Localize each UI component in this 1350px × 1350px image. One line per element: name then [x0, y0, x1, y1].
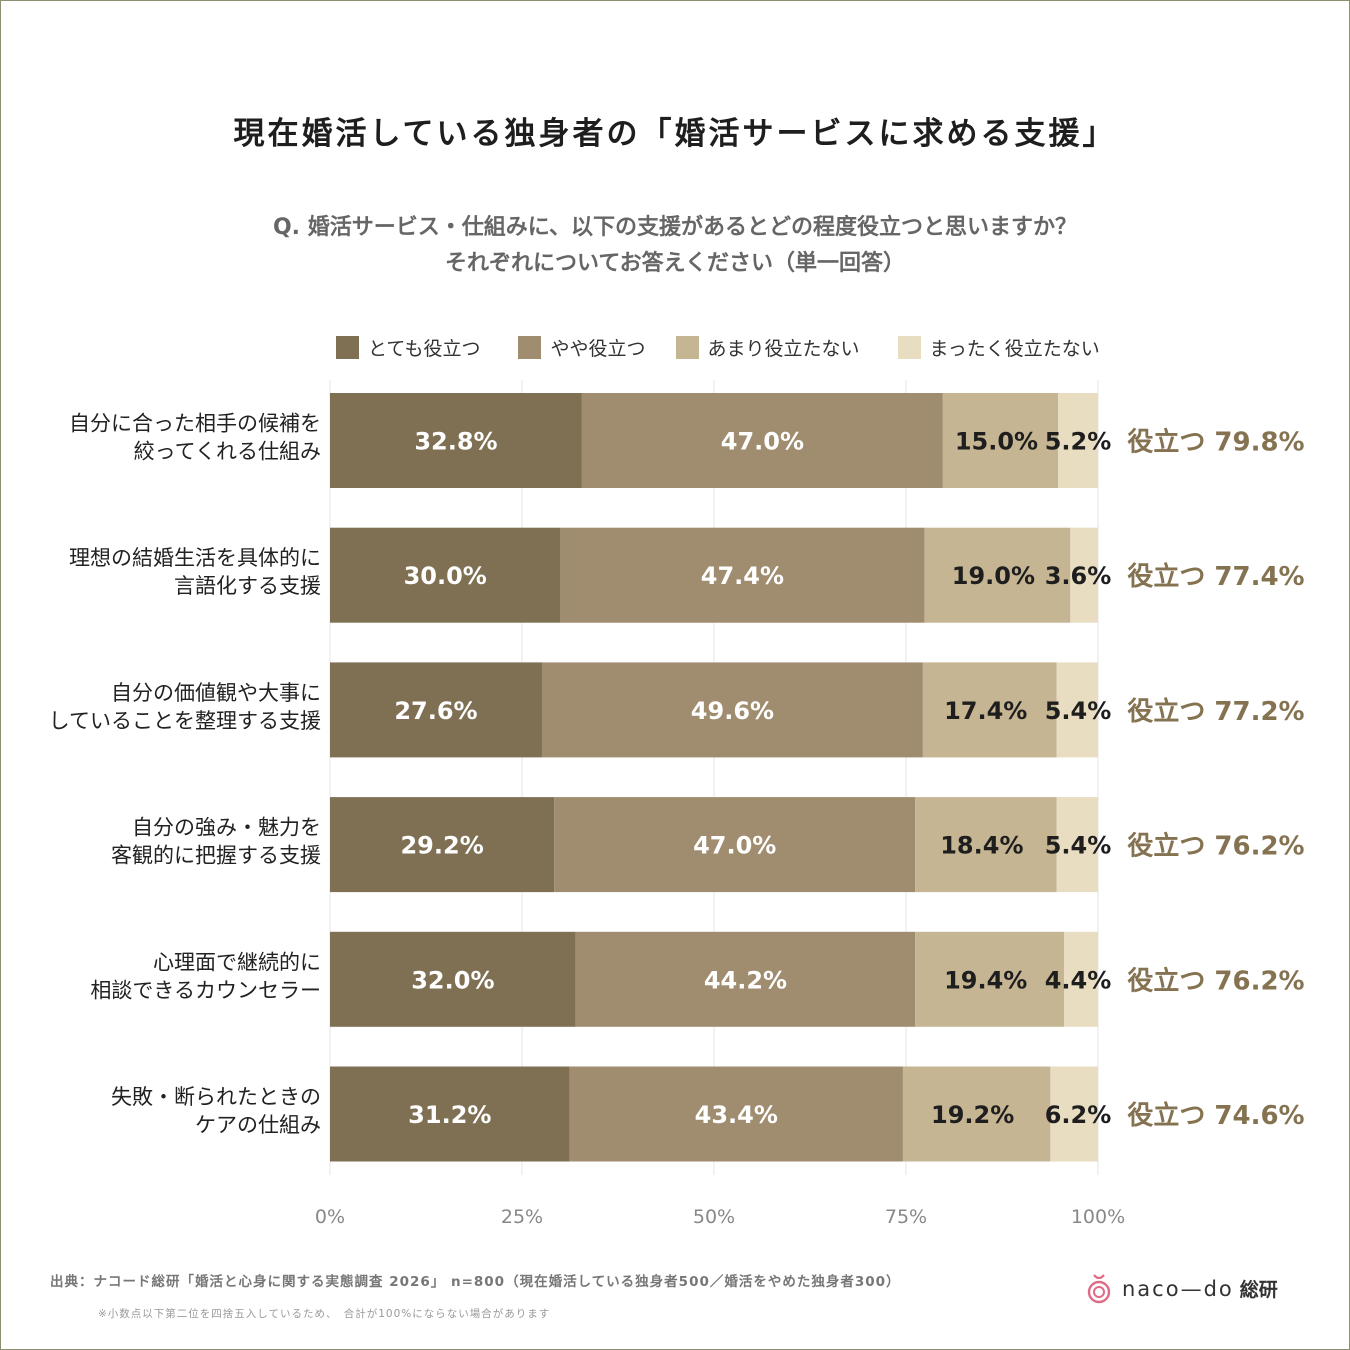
bar-segment: [915, 797, 1057, 893]
data-label: 31.2%: [408, 1101, 491, 1129]
category-label: 自分の強み・魅力を: [132, 816, 321, 840]
total-label: 役立つ 74.6%: [1127, 1100, 1304, 1131]
bar-segment: [1064, 931, 1098, 1027]
data-label: 27.6%: [394, 697, 477, 725]
logo-name: naco—do: [1122, 1276, 1234, 1301]
legend-item-not-useful: まったく役立たない: [897, 334, 1100, 361]
legend-swatch-not-useful: [897, 335, 921, 359]
data-label: 47.0%: [693, 832, 776, 860]
source-citation: 出典：ナコード総研「婚活と心身に関する実態調査 2026」 n=800（現在婚活…: [50, 1274, 901, 1290]
data-label: 29.2%: [400, 832, 483, 860]
question-line-1: Q. 婚活サービス・仕組みに、以下の支援があるとどの程度役立つと思いますか？: [272, 215, 1078, 240]
x-tick-label: 75%: [885, 1206, 927, 1228]
legend-item-somewhat-useful: やや役立つ: [518, 334, 646, 361]
bar-segment: [1070, 527, 1098, 623]
legend-swatch-somewhat-useful: [518, 335, 542, 359]
logo: naco—do 総研: [1086, 1270, 1278, 1306]
bar-segment: [330, 527, 561, 623]
question-text: Q. 婚活サービス・仕組みに、以下の支援があるとどの程度役立つと思いますか？ そ…: [0, 210, 1350, 282]
data-label: 5.2%: [1045, 428, 1112, 456]
data-label: 17.4%: [944, 697, 1027, 725]
chart-title: 現在婚活している独身者の「婚活サービスに求める支援」: [233, 116, 1117, 152]
total-label: 役立つ 76.2%: [1127, 831, 1304, 862]
bar-segment: [1056, 662, 1098, 758]
bar-segment: [924, 527, 1071, 623]
bar-segment: [330, 1066, 570, 1162]
data-label: 5.4%: [1045, 697, 1112, 725]
legend-label: あまり役立たない: [707, 337, 860, 360]
bar-segment: [902, 1066, 1051, 1162]
data-label: 18.4%: [940, 832, 1023, 860]
data-label: 44.2%: [704, 966, 787, 994]
data-label: 49.6%: [691, 697, 774, 725]
bar-segment: [1056, 797, 1098, 893]
data-label: 19.4%: [944, 966, 1027, 994]
bar-segment: [330, 393, 582, 488]
total-label: 役立つ 77.4%: [1127, 561, 1304, 592]
bar-segment: [942, 393, 1059, 488]
bar-segment: [915, 931, 1065, 1027]
category-label: 自分に合った相手の候補を: [69, 412, 321, 436]
data-label: 4.4%: [1045, 966, 1112, 994]
category-label: ケアの仕組み: [195, 1113, 321, 1137]
data-label: 19.0%: [952, 562, 1035, 590]
legend: とても役立つ やや役立つ あまり役立たない まったく役立たない: [336, 334, 1138, 360]
legend-label: とても役立つ: [368, 337, 481, 360]
data-label: 5.4%: [1045, 832, 1112, 860]
data-label: 47.0%: [721, 428, 804, 456]
logo-text: naco—do 総研: [1122, 1275, 1278, 1302]
bar-segment: [560, 527, 925, 623]
question-line-2: それぞれについてお答えください（単一回答）: [444, 251, 906, 276]
legend-swatch-very-useful: [336, 335, 359, 359]
bar-segment: [581, 393, 943, 488]
bar-segment: [330, 931, 576, 1027]
bar-segment: [575, 931, 916, 1027]
category-label: 客観的に把握する支援: [111, 844, 321, 868]
bar-segment: [554, 797, 916, 893]
category-label: 言語化する支援: [174, 574, 321, 598]
category-label: 相談できるカウンセラー: [90, 978, 321, 1002]
legend-item-not-very-useful: あまり役立たない: [675, 334, 860, 361]
total-label: 役立つ 77.2%: [1127, 696, 1304, 727]
x-tick-label: 50%: [693, 1206, 735, 1228]
x-tick-label: 25%: [501, 1206, 543, 1228]
data-label: 6.2%: [1045, 1101, 1112, 1129]
legend-label: まったく役立たない: [929, 337, 1100, 360]
category-label: 自分の価値観や大事に: [111, 681, 321, 705]
logo-suffix: 総研: [1239, 1278, 1278, 1301]
data-label: 30.0%: [404, 562, 487, 590]
category-label: していることを整理する支援: [49, 709, 321, 733]
data-label: 19.2%: [931, 1101, 1014, 1129]
data-label: 3.6%: [1045, 562, 1112, 590]
bar-segment: [541, 662, 923, 758]
legend-item-very-useful: とても役立つ: [336, 334, 480, 361]
x-tick-label: 0%: [315, 1206, 345, 1228]
category-label: 失敗・断られたときの: [111, 1085, 321, 1109]
category-label: 絞ってくれる仕組み: [134, 440, 321, 464]
category-label: 心理面で継続的に: [153, 950, 321, 974]
data-label: 43.4%: [695, 1101, 778, 1129]
rounding-note: ※小数点以下第二位を四捨五入しているため、 合計が100%にならない場合がありま…: [98, 1308, 551, 1320]
bar-segment: [330, 797, 555, 893]
bar-segment: [330, 662, 542, 758]
total-label: 役立つ 79.8%: [1127, 427, 1304, 458]
legend-label: やや役立つ: [550, 337, 646, 360]
x-tick-label: 100%: [1071, 1206, 1125, 1228]
bar-segment: [1058, 393, 1098, 488]
category-label: 理想の結婚生活を具体的に: [69, 546, 321, 570]
bar-segment: [1050, 1066, 1098, 1162]
bar-segment: [922, 662, 1057, 758]
data-label: 32.0%: [411, 966, 494, 994]
data-label: 15.0%: [955, 428, 1038, 456]
logo-mark-icon: [1087, 1274, 1111, 1304]
bar-segment: [569, 1066, 903, 1162]
total-label: 役立つ 76.2%: [1127, 965, 1304, 996]
legend-swatch-not-very-useful: [675, 335, 699, 359]
data-label: 32.8%: [414, 428, 497, 456]
data-label: 47.4%: [701, 562, 784, 590]
